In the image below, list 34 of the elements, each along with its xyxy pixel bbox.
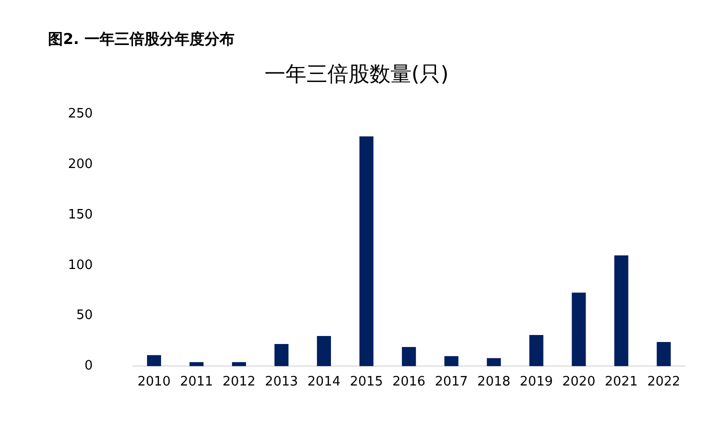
x-tick-label: 2013 <box>264 374 298 390</box>
bar <box>572 292 586 366</box>
x-tick-label: 2022 <box>647 374 680 390</box>
x-tick-label: 2014 <box>307 374 340 390</box>
bar <box>147 355 162 366</box>
x-tick-label: 2010 <box>138 374 171 390</box>
y-tick-label: 200 <box>68 156 93 172</box>
chart-subtitle: 一年三倍股数量(只) <box>264 62 449 86</box>
x-tick-label: 2017 <box>434 374 468 390</box>
x-tick-label: 2012 <box>222 374 256 390</box>
y-tick-label: 100 <box>68 258 93 273</box>
y-tick-label: 250 <box>68 106 93 122</box>
x-tick-label: 2020 <box>562 374 596 390</box>
bar <box>444 356 458 366</box>
bar <box>529 334 544 366</box>
y-tick-label: 50 <box>76 308 93 324</box>
chart-title: 图2. 一年三倍股分年度分布 <box>47 30 236 49</box>
x-tick-label: 2021 <box>604 374 638 390</box>
x-tick-label: 2015 <box>350 374 383 390</box>
bar <box>486 358 501 366</box>
bar <box>316 336 331 366</box>
y-tick-label: 0 <box>84 358 93 374</box>
bar <box>190 362 204 366</box>
bar <box>614 255 628 366</box>
x-tick-label: 2016 <box>392 374 426 390</box>
y-tick-label: 150 <box>68 207 93 222</box>
bar <box>402 347 416 366</box>
x-tick-label: 2011 <box>180 374 214 390</box>
x-tick-label: 2019 <box>520 374 553 390</box>
bar <box>656 342 671 366</box>
bar <box>274 344 288 366</box>
bar <box>359 136 374 366</box>
x-tick-label: 2018 <box>477 374 510 390</box>
bar <box>232 362 246 366</box>
